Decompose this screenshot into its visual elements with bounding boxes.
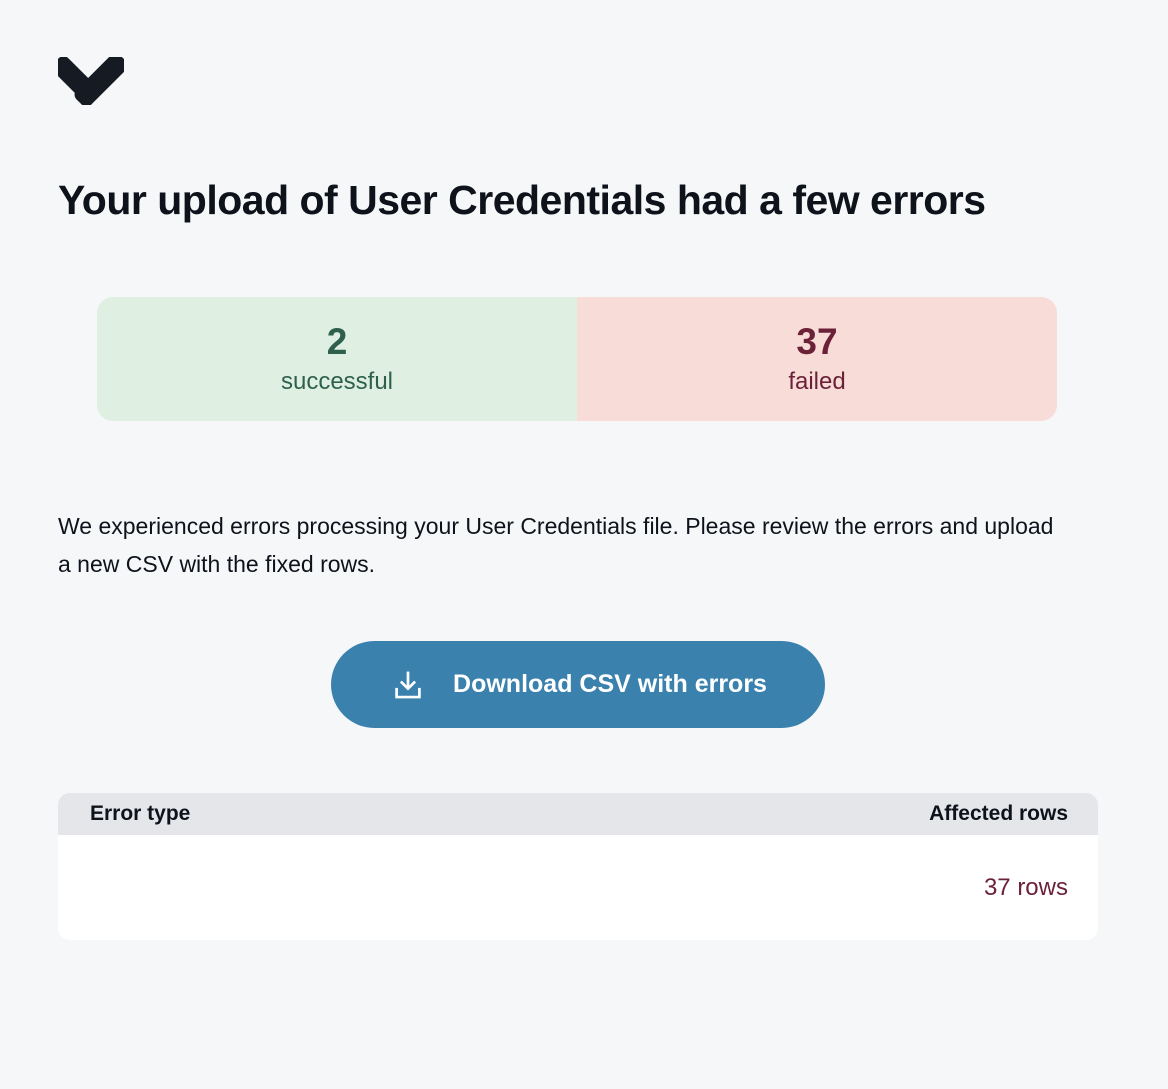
upload-summary: 2 successful 37 failed: [97, 297, 1057, 421]
error-explanation-text: We experienced errors processing your Us…: [58, 513, 1054, 577]
failed-label: failed: [788, 368, 846, 395]
failed-count: 37: [796, 321, 838, 362]
download-icon: [395, 671, 421, 698]
error-table: Error type Affected rows 37 rows: [58, 793, 1098, 940]
button-row: Download CSV with errors: [58, 641, 1098, 728]
table-row: 37 rows: [58, 835, 1098, 940]
download-csv-button-label: Download CSV with errors: [453, 670, 767, 698]
successful-summary-card: 2 successful: [97, 297, 577, 421]
column-header-error-type: Error type: [90, 802, 191, 825]
successful-label: successful: [280, 368, 394, 395]
column-header-affected-rows: Affected rows: [929, 802, 1068, 825]
brand-v-logo: [52, 53, 128, 107]
successful-count: 2: [326, 321, 348, 362]
download-csv-button[interactable]: Download CSV with errors: [331, 641, 825, 728]
email-content: Your upload of User Credentials had a fe…: [52, 53, 1098, 940]
brand-v-logo-icon: [52, 53, 128, 107]
error-table-header: Error type Affected rows: [58, 793, 1098, 835]
error-table-body: 37 rows: [58, 835, 1098, 940]
failed-summary-card: 37 failed: [577, 297, 1057, 421]
page-title: Your upload of User Credentials had a fe…: [58, 177, 986, 223]
affected-rows-cell: 37 rows: [983, 873, 1068, 901]
